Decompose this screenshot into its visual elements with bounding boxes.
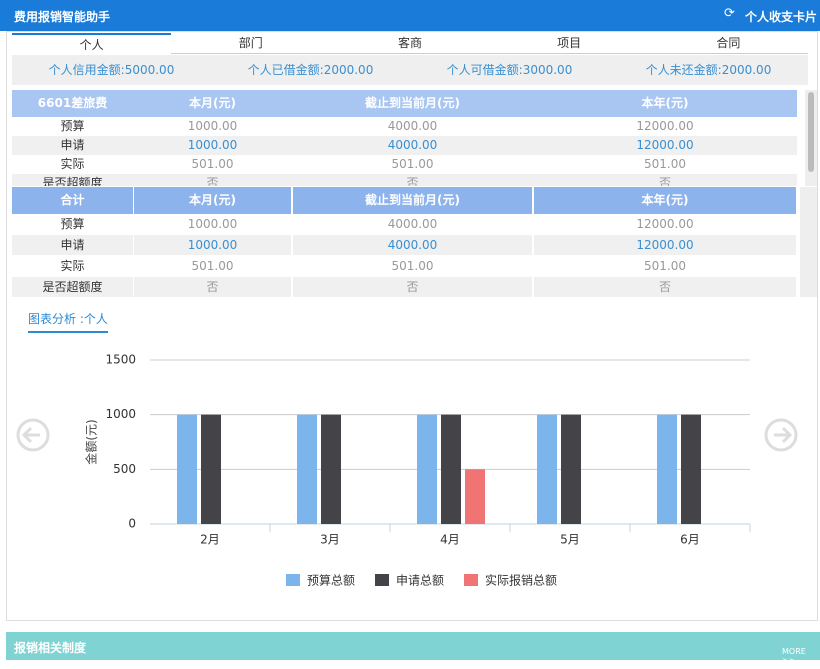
bar [681, 414, 701, 524]
prev-arrow[interactable] [16, 418, 50, 452]
tab[interactable]: 项目 [489, 33, 649, 54]
table-cell: 501.00 [133, 155, 292, 174]
table-cell: 1000.00 [134, 235, 291, 255]
table-cell: 否 [292, 174, 533, 186]
table-cell: 12000.00 [533, 136, 797, 155]
y-tick-label: 0 [128, 517, 136, 531]
table-header: 本年(元) [533, 90, 797, 117]
next-arrow[interactable] [764, 418, 798, 452]
legend-swatch [286, 574, 300, 586]
bar [417, 414, 437, 524]
summary-item: 个人已借金额:2000.00 [247, 63, 374, 77]
bar [441, 414, 461, 524]
table1: 6601差旅费 本月(元) 截止到当前月(元) 本年(元) 预算 1000.00 4000.… [12, 90, 797, 186]
x-tick-label: 6月 [680, 533, 700, 547]
table-cell: 4000.00 [292, 117, 533, 136]
tab[interactable]: 客商 [330, 33, 490, 54]
table-cell: 否 [534, 277, 796, 297]
summary-item: 个人信用金额:5000.00 [48, 63, 175, 77]
table-cell: 申请 [12, 235, 133, 255]
table-header: 本年(元) [534, 187, 796, 214]
table-header: 截止到当前月(元) [293, 187, 532, 214]
y-axis-label: 金额(元) [84, 419, 99, 464]
legend-swatch [464, 574, 478, 586]
table-cell: 预算 [12, 214, 133, 234]
table-cell: 是否超额度 [12, 174, 133, 186]
table-cell: 实际 [12, 155, 133, 174]
x-tick-label: 3月 [320, 533, 340, 547]
summary-item: 个人可借金额:3000.00 [446, 63, 573, 77]
table-cell: 501.00 [533, 155, 797, 174]
bar [537, 414, 557, 524]
table-cell: 是否超额度 [12, 277, 133, 297]
table-cell: 否 [533, 174, 797, 186]
y-tick-label: 1500 [105, 353, 136, 367]
table-cell: 501.00 [534, 256, 796, 276]
table-cell: 501.00 [134, 256, 291, 276]
bar [561, 414, 581, 524]
table-cell: 预算 [12, 117, 133, 136]
panel [6, 31, 818, 621]
table-cell: 否 [134, 277, 291, 297]
legend-label: 预算总额 [307, 573, 355, 588]
header-title: 费用报销智能助手 [14, 10, 111, 24]
table-header: 6601差旅费 [12, 90, 133, 117]
tab[interactable]: 合同 [648, 33, 808, 54]
header-bar [0, 0, 820, 31]
table-cell: 501.00 [293, 256, 532, 276]
table2: 合计 本月(元) 截止到当前月(元) 本年(元) 预算 1000.00 4000.00 120… [12, 187, 797, 297]
x-tick-label: 5月 [560, 533, 580, 547]
header-action[interactable]: 个人收支卡片 [745, 10, 818, 24]
summary-item: 个人未还金额:2000.00 [645, 63, 772, 77]
table-cell: 4000.00 [293, 235, 532, 255]
bar [657, 414, 677, 524]
bar [297, 414, 317, 524]
table-cell: 12000.00 [533, 117, 797, 136]
table-header: 合计 [12, 187, 133, 214]
footer-more[interactable]: MORE >> [782, 647, 806, 665]
legend-swatch [375, 574, 389, 586]
footer-bar [6, 632, 820, 660]
summary: 个人信用金额:5000.00 个人已借金额:2000.00 个人可借金额:3000.… [12, 55, 808, 85]
bar [201, 414, 221, 524]
bar [321, 414, 341, 524]
table-header: 截止到当前月(元) [292, 90, 533, 117]
footer-title: 报销相关制度 [14, 641, 87, 655]
table-cell: 12000.00 [534, 235, 796, 255]
table-cell: 1000.00 [133, 117, 292, 136]
table-cell: 501.00 [292, 155, 533, 174]
scrollbar[interactable] [805, 90, 817, 186]
table-cell: 12000.00 [534, 214, 796, 234]
table-cell: 否 [293, 277, 532, 297]
refresh-icon[interactable]: ⟳ [724, 6, 735, 21]
table-cell: 申请 [12, 136, 133, 155]
legend-label: 申请总额 [396, 574, 444, 588]
table-header: 本月(元) [133, 90, 292, 117]
bar [177, 414, 197, 524]
table-cell: 实际 [12, 256, 133, 276]
legend-label: 实际报销总额 [485, 573, 557, 588]
table-cell: 1000.00 [133, 136, 292, 155]
table-cell: 4000.00 [293, 214, 532, 234]
table-cell: 否 [133, 174, 292, 186]
bar [465, 469, 485, 524]
y-tick-label: 1000 [105, 407, 136, 421]
table-header: 本月(元) [134, 187, 291, 214]
chart-section-title[interactable]: 图表分析 :个人 [28, 310, 108, 333]
table-cell: 1000.00 [134, 214, 291, 234]
table-cell: 4000.00 [292, 136, 533, 155]
tab[interactable]: 部门 [171, 33, 331, 54]
x-tick-label: 2月 [200, 533, 220, 547]
x-tick-label: 4月 [440, 533, 460, 547]
y-tick-label: 500 [113, 462, 136, 476]
scrollbar[interactable] [800, 187, 817, 297]
